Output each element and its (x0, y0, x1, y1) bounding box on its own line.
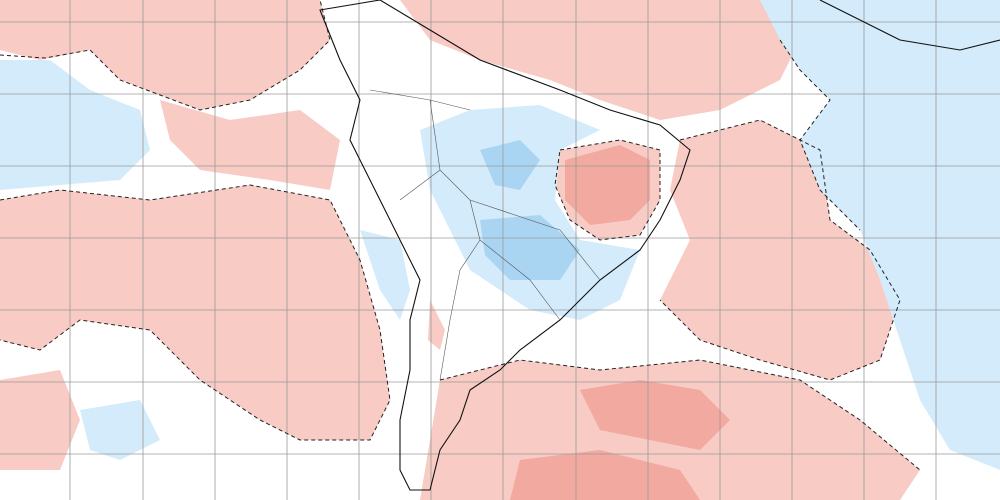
zero-contours (0, 0, 921, 471)
positive-anomalies (0, 0, 920, 500)
continent-outline (319, 0, 1000, 491)
negative-anomalies (0, 0, 1000, 470)
